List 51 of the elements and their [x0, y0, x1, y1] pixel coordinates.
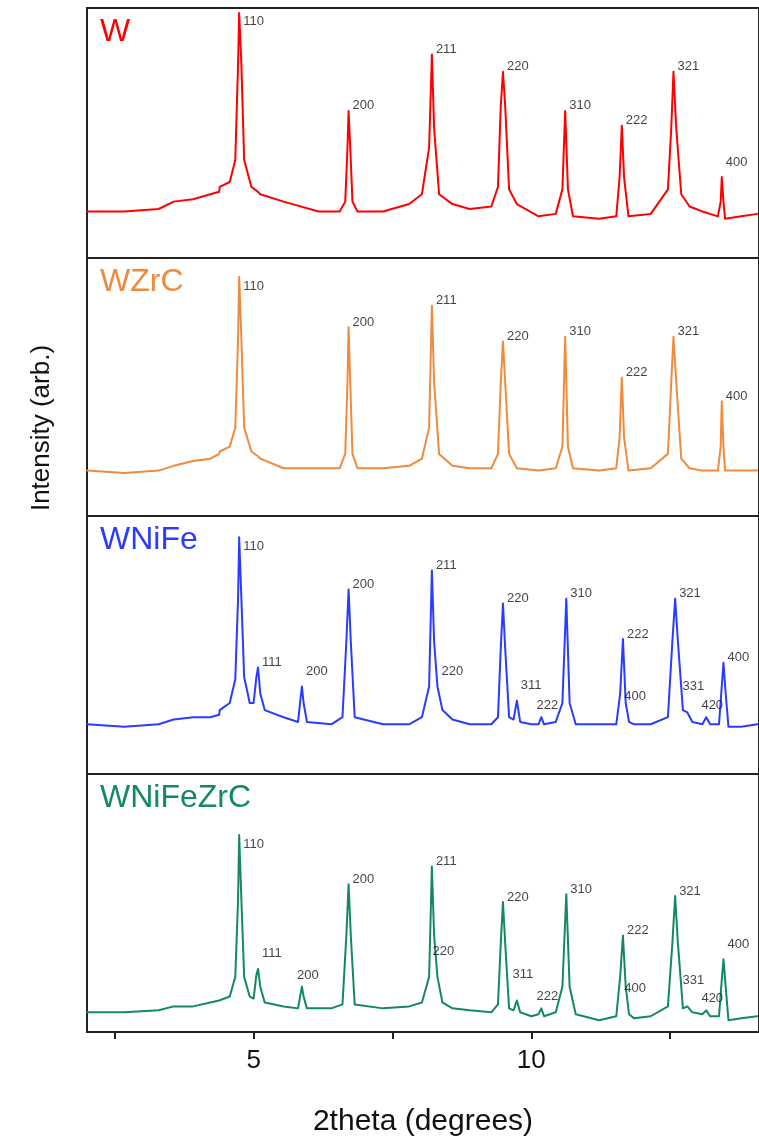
annotation: 310 — [569, 97, 591, 113]
text: W — [100, 12, 131, 48]
y-axis-title: Intensity (arb.) — [24, 345, 56, 512]
series-label: WNiFeZrC — [100, 778, 252, 814]
annotation: 321 — [679, 882, 701, 898]
x-tick-label: 10 — [516, 1044, 546, 1074]
annotation: 220 — [506, 328, 529, 344]
annotation: 311 — [520, 677, 542, 693]
annotation: 220 — [506, 58, 529, 74]
annotation: 400 — [725, 153, 748, 169]
annotation: 310 — [570, 585, 592, 601]
annotation: 200 — [352, 575, 375, 591]
annotation: 220 — [506, 590, 529, 606]
annotation: 222 — [536, 988, 559, 1004]
annotation: 222 — [536, 697, 559, 713]
annotation: 222 — [626, 625, 649, 641]
annotation: 200 — [352, 97, 375, 113]
annotation: 111 — [262, 653, 282, 669]
annotation: 200 — [297, 966, 319, 982]
annotation: 220 — [506, 888, 529, 904]
annotation: 310 — [569, 323, 591, 339]
annotation: 200 — [305, 662, 328, 678]
annotation: 220 — [441, 662, 464, 678]
annotation: 211 — [435, 292, 457, 308]
annotation: 222 — [626, 922, 649, 937]
annotation: 222 — [625, 112, 648, 128]
annotation: 400 — [725, 387, 748, 403]
annotation: 110 — [243, 537, 264, 553]
annotation: 200 — [352, 313, 375, 329]
annotation: 331 — [682, 972, 705, 988]
annotation: 310 — [570, 880, 592, 896]
annotation: 321 — [679, 585, 701, 601]
annotation: 331 — [682, 678, 705, 694]
annotation: 400 — [727, 935, 750, 951]
annotation: 211 — [435, 556, 457, 572]
x-axis-title: 2theta (degrees) — [312, 1102, 534, 1136]
annotation: 110 — [243, 835, 264, 851]
series-label: WZrC — [100, 262, 184, 298]
annotation: 321 — [677, 58, 700, 74]
annotation: 200 — [352, 870, 375, 886]
annotation: 211 — [435, 853, 457, 869]
annotation: 311 — [512, 966, 534, 982]
annotation: 222 — [625, 363, 648, 379]
annotation: 321 — [677, 323, 700, 339]
series-label: WNiFe — [100, 520, 198, 556]
annotation: 111 — [262, 945, 282, 961]
x-tick-label: 5 — [246, 1044, 261, 1074]
annotation: 211 — [435, 41, 457, 57]
annotation: 400 — [727, 649, 750, 665]
annotation: 110 — [243, 277, 264, 293]
annotation: 110 — [243, 13, 264, 29]
